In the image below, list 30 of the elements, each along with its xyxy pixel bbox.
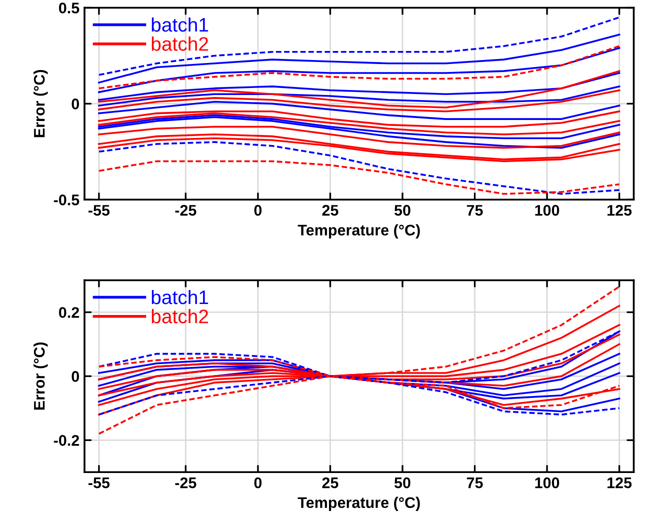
x-tick-label: 125 [608,477,632,488]
x-tick-label: 75 [466,478,483,488]
x-tick-label: 100 [535,204,560,216]
y-tick-label: 0 [72,371,80,382]
x-tick-label: -25 [175,477,196,488]
x-tick-label: -55 [88,478,110,488]
y-tick-label: -0.2 [54,435,80,446]
x-tick-label: 125 [608,204,632,216]
y-axis-title: Error (°C) [34,342,48,410]
y-tick-label: 0.5 [59,2,80,14]
x-axis-title: Temperature (°C) [298,496,420,512]
y-tick-label: -0.5 [54,194,80,206]
x-tick-label: 75 [466,205,483,216]
legend-label: batch2 [152,309,208,324]
legend-label: batch2 [152,36,208,51]
x-tick-label: 50 [394,477,410,488]
y-tick-label: 0 [72,98,80,110]
legend-label: batch1 [152,290,208,304]
x-tick-label: 25 [322,204,338,216]
x-tick-label: -55 [88,205,110,216]
y-axis-title: Error (°C) [34,70,48,138]
legend-label: batch1 [152,17,208,32]
x-tick-label: 0 [254,477,262,488]
x-tick-label: 50 [394,204,410,216]
x-axis-title: Temperature (°C) [298,224,420,239]
y-tick-label: 0.2 [59,307,80,318]
x-tick-label: 0 [254,204,262,216]
x-tick-label: 25 [322,477,338,488]
x-tick-label: -25 [175,204,196,216]
x-tick-label: 100 [535,477,560,488]
